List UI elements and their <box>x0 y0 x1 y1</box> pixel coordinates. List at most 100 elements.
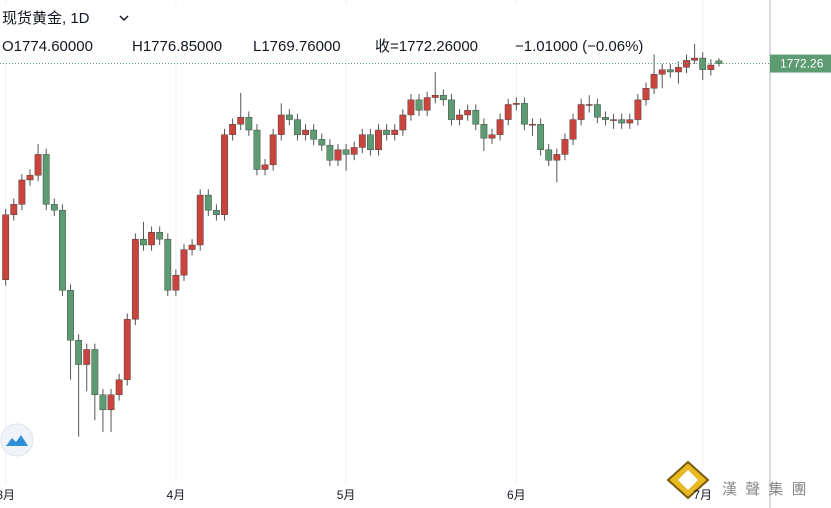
candle-body <box>334 149 342 161</box>
candle-body <box>269 134 277 166</box>
candle-body <box>131 238 139 320</box>
candle-body <box>407 99 415 116</box>
candle-body <box>553 154 561 161</box>
candle-body <box>456 114 463 120</box>
dropdown-chevron[interactable] <box>119 15 129 22</box>
candle-body <box>512 103 520 105</box>
candle-body <box>2 214 10 281</box>
candle-body <box>18 179 26 205</box>
candle-body <box>626 119 634 124</box>
candle-body <box>675 67 682 73</box>
change-value: −1.01000 (−0.06%) <box>515 38 643 55</box>
x-tick-label: 4月 <box>167 488 186 502</box>
candle-body <box>439 95 447 101</box>
candle-body <box>59 209 66 291</box>
candle-body <box>658 69 666 75</box>
candle-body <box>610 119 617 121</box>
candle-body <box>496 119 504 135</box>
candle-body <box>537 124 545 150</box>
candle-body <box>164 238 172 291</box>
candle-body <box>569 119 577 140</box>
close-value: 收=1772.26000 <box>375 38 478 55</box>
candle-body <box>529 124 536 126</box>
candle-body <box>358 134 366 148</box>
candle-body <box>618 119 626 124</box>
candle-body <box>42 154 50 205</box>
candle-body <box>277 114 285 135</box>
candle-body <box>691 57 699 61</box>
candle-body <box>375 129 382 150</box>
candle-body <box>642 88 650 101</box>
logo-button[interactable] <box>0 423 34 457</box>
candle-body <box>172 274 180 291</box>
symbol-title[interactable]: 现货黄金, 1D <box>2 10 90 27</box>
candle-body <box>245 117 253 131</box>
candle-body <box>148 232 155 246</box>
candle-body <box>472 110 480 125</box>
candle-body <box>650 74 658 89</box>
last-price-tag <box>770 54 831 73</box>
watermark: 漢 聲 集 團 <box>666 460 809 500</box>
candle-body <box>67 290 74 341</box>
candle-body <box>75 339 83 365</box>
candle-body <box>156 232 164 240</box>
candle-body <box>593 104 601 118</box>
candle-body <box>229 124 237 135</box>
candle-body <box>294 119 301 135</box>
candle-body <box>561 139 569 155</box>
candle-body <box>213 209 220 215</box>
candle-body <box>577 104 585 120</box>
candle-body <box>237 117 245 125</box>
candle-body <box>326 144 334 161</box>
candle-body <box>310 129 318 140</box>
candle-body <box>107 394 115 411</box>
candle-body <box>715 60 723 64</box>
candle-body <box>585 104 593 106</box>
candle-body <box>545 149 553 161</box>
ohlc-legend: O1774.60000 H1776.85000 L1769.76000 收=17… <box>2 38 643 55</box>
candle-body <box>350 147 358 155</box>
candle-body <box>91 349 99 395</box>
candle-body <box>399 114 407 131</box>
candle-body <box>285 114 293 120</box>
candle-body <box>683 60 690 68</box>
candle-body <box>448 99 455 120</box>
candle-body <box>634 99 642 120</box>
candle-body <box>196 194 204 246</box>
candle-body <box>221 134 228 215</box>
candle-body <box>342 149 350 155</box>
candle-body <box>204 194 212 211</box>
candle-body <box>383 129 391 135</box>
open-value: O1774.60000 <box>2 38 93 55</box>
candle-body <box>521 103 528 125</box>
candle-body <box>391 129 399 135</box>
high-value: H1776.85000 <box>132 38 222 55</box>
candle-body <box>666 69 674 73</box>
candle-body <box>34 154 42 176</box>
candle-body <box>480 124 488 139</box>
candle-body <box>188 244 196 250</box>
candle-body <box>423 97 431 111</box>
candle-body <box>431 95 439 98</box>
candle-body <box>10 204 18 215</box>
x-tick-label: 5月 <box>337 488 356 502</box>
candle-body <box>50 204 58 211</box>
candle-body <box>253 129 261 170</box>
candle-body <box>180 249 188 276</box>
x-tick-label: 3月 <box>0 488 15 502</box>
candle-body <box>261 164 269 170</box>
candle-body <box>367 134 374 150</box>
header-bg <box>0 4 560 56</box>
candle-body <box>99 394 107 411</box>
low-value: L1769.76000 <box>253 38 341 55</box>
candle-body <box>464 110 472 116</box>
candle-body <box>83 349 91 365</box>
candle-body <box>602 117 609 120</box>
candle-body <box>318 139 326 146</box>
candle-body <box>488 134 496 139</box>
candle-body <box>115 379 123 395</box>
candle-body <box>504 104 512 120</box>
last-price-label: 1772.26 <box>780 57 824 71</box>
watermark-text: 漢 聲 集 團 <box>722 481 809 498</box>
